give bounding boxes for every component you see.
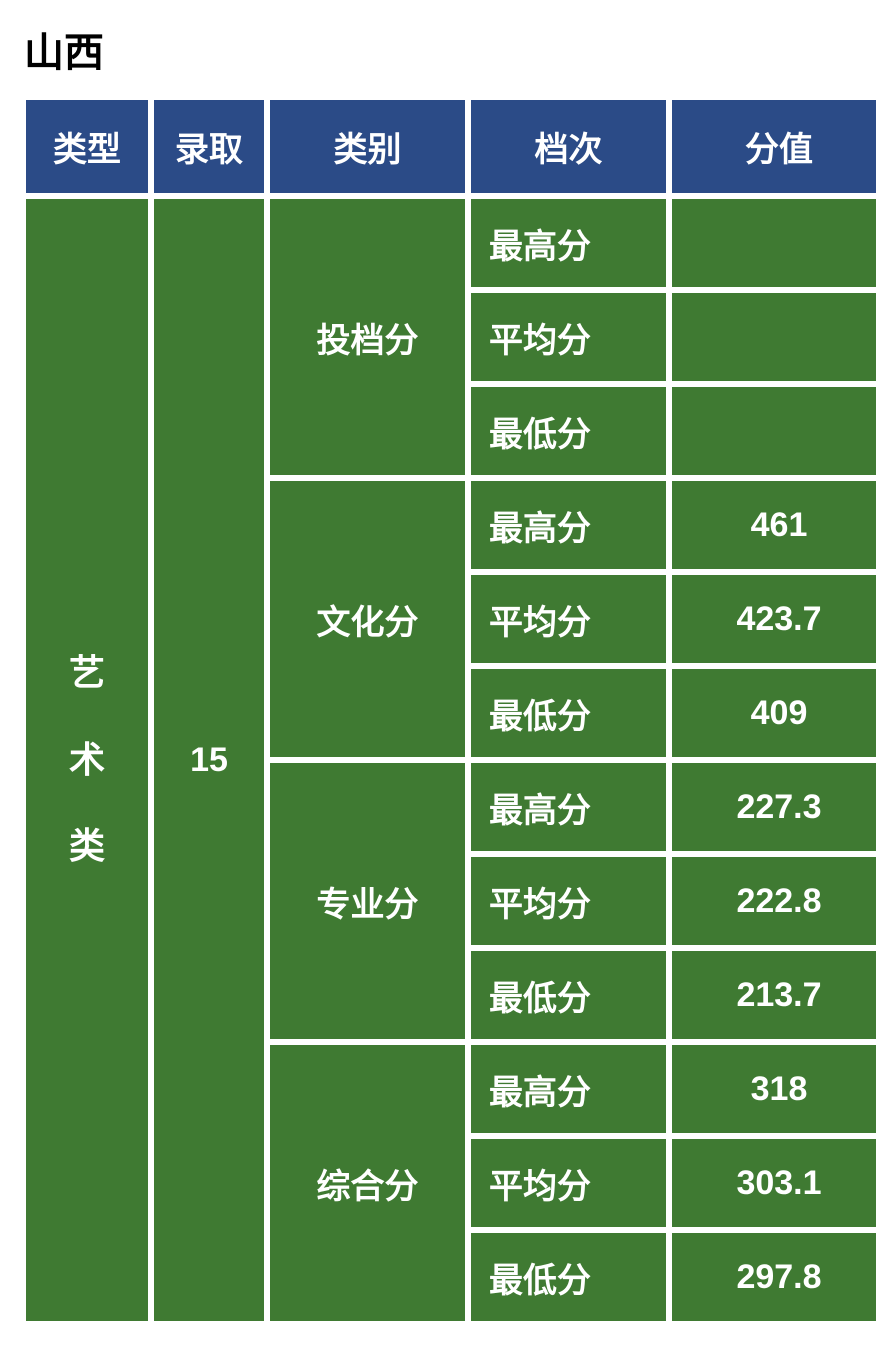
cell-level: 最高分 [471,763,666,851]
col-header-category: 类别 [270,100,465,193]
cell-level: 平均分 [471,857,666,945]
cell-level: 平均分 [471,1139,666,1227]
cell-score [672,199,876,287]
cell-score: 423.7 [672,575,876,663]
cell-score: 213.7 [672,951,876,1039]
score-table: 类型 录取 类别 档次 分值 艺 术 类 15 投档分 最高分 平均分 最低分 [20,94,876,1327]
cell-level: 最低分 [471,387,666,475]
cell-category: 综合分 [270,1045,465,1321]
cell-category: 文化分 [270,481,465,757]
cell-score [672,387,876,475]
cell-level: 平均分 [471,575,666,663]
cell-category: 专业分 [270,763,465,1039]
cell-category: 投档分 [270,199,465,475]
cell-score: 318 [672,1045,876,1133]
cell-type: 艺 术 类 [26,199,148,1321]
cell-level: 平均分 [471,293,666,381]
table-row: 艺 术 类 15 投档分 最高分 [26,199,876,287]
cell-admit: 15 [154,199,264,1321]
cell-score: 297.8 [672,1233,876,1321]
page-title: 山西 [20,20,856,78]
cell-level: 最高分 [471,1045,666,1133]
cell-score: 222.8 [672,857,876,945]
table-header-row: 类型 录取 类别 档次 分值 [26,100,876,193]
cell-score: 303.1 [672,1139,876,1227]
cell-score [672,293,876,381]
cell-score: 409 [672,669,876,757]
col-header-level: 档次 [471,100,666,193]
cell-level: 最低分 [471,1233,666,1321]
type-char: 类 [26,803,148,889]
cell-score: 227.3 [672,763,876,851]
type-char: 术 [26,717,148,803]
col-header-admit: 录取 [154,100,264,193]
type-char: 艺 [26,630,148,716]
cell-level: 最低分 [471,669,666,757]
cell-score: 461 [672,481,876,569]
cell-level: 最高分 [471,199,666,287]
table-body: 艺 术 类 15 投档分 最高分 平均分 最低分 文化分 最高分 461 平均分… [26,199,876,1321]
col-header-score: 分值 [672,100,876,193]
col-header-type: 类型 [26,100,148,193]
cell-level: 最高分 [471,481,666,569]
cell-level: 最低分 [471,951,666,1039]
